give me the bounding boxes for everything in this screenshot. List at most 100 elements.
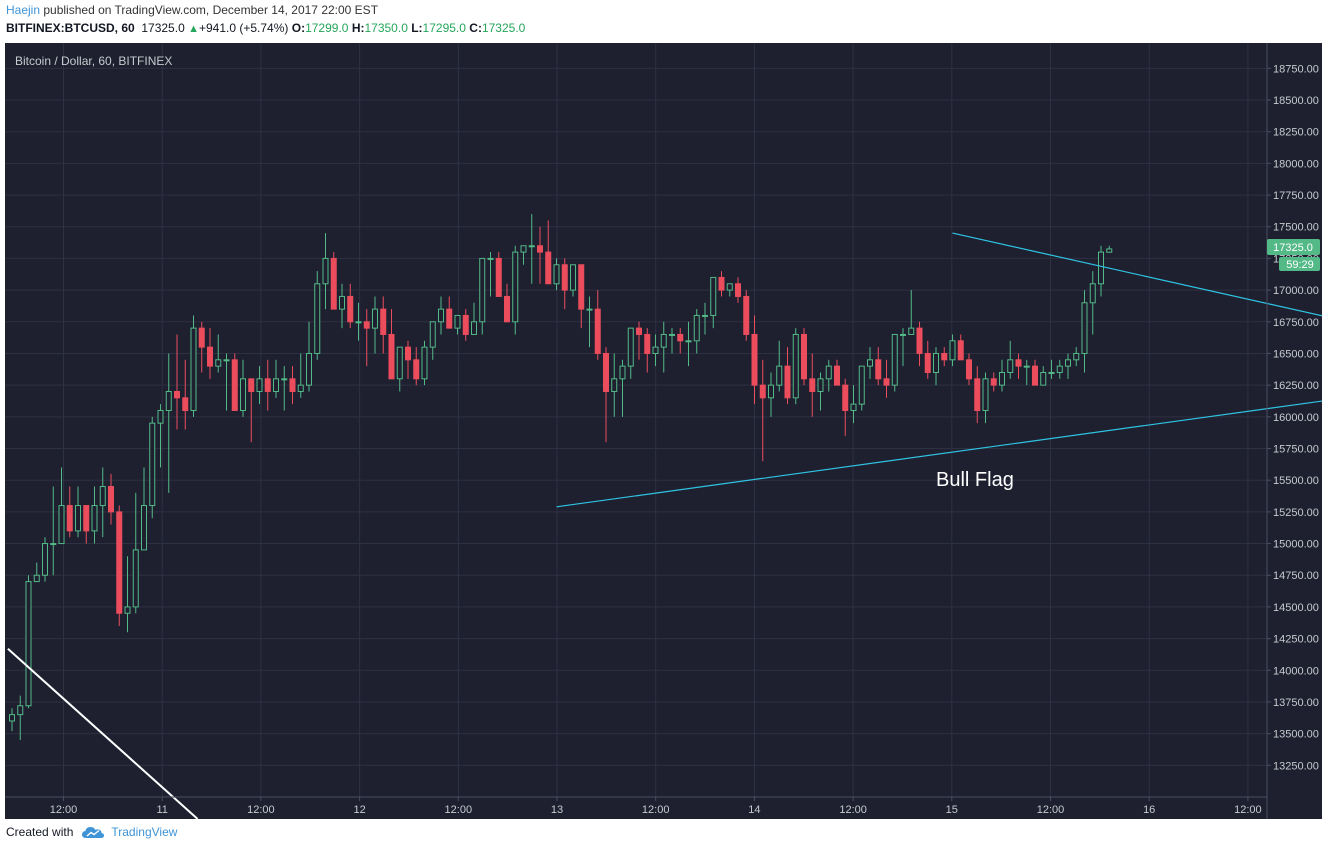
candle bbox=[231, 353, 238, 411]
candle-body bbox=[372, 308, 378, 329]
candle-body bbox=[330, 257, 337, 310]
candle bbox=[421, 340, 428, 386]
candle bbox=[891, 333, 898, 392]
price-axis[interactable]: 18750.00 18500.00 18250.00 18000.00 17750.00… bbox=[1267, 63, 1319, 772]
last-price-badge-text: 17325.0 bbox=[1273, 242, 1313, 254]
candle bbox=[743, 290, 750, 341]
candle-body bbox=[834, 365, 840, 386]
candle-body bbox=[108, 486, 114, 513]
candle bbox=[91, 486, 98, 544]
candle bbox=[702, 302, 708, 335]
last-price-badge: 17325.0 bbox=[1267, 239, 1320, 255]
candle-body bbox=[1106, 248, 1113, 253]
candle bbox=[1032, 359, 1038, 386]
candles-layer bbox=[9, 214, 1113, 740]
candle-body bbox=[924, 352, 931, 373]
candle-body bbox=[182, 397, 189, 411]
tradingview-link[interactable]: TradingView bbox=[111, 825, 178, 839]
candle-body bbox=[165, 390, 172, 411]
candle bbox=[578, 264, 585, 329]
candle bbox=[462, 309, 469, 341]
candle bbox=[1048, 359, 1055, 379]
candle bbox=[537, 226, 543, 284]
candle-body bbox=[867, 359, 873, 367]
author-link[interactable]: Haejin bbox=[6, 3, 41, 17]
y-tick-label: 14000.00 bbox=[1273, 665, 1319, 677]
symbol-label[interactable]: BITFINEX:BTCUSD, 60 bbox=[6, 21, 135, 35]
candle bbox=[124, 556, 131, 633]
last-price: 17325.0 bbox=[141, 21, 185, 35]
candle-body bbox=[735, 283, 741, 297]
candle-body bbox=[190, 327, 197, 411]
candle-body bbox=[355, 321, 362, 324]
candle bbox=[273, 359, 279, 398]
candle-body bbox=[198, 327, 205, 348]
close-value: 17325.0 bbox=[481, 21, 526, 35]
y-tick-label: 14750.00 bbox=[1273, 570, 1319, 582]
candle-body bbox=[231, 359, 238, 411]
candle bbox=[99, 467, 106, 538]
candle bbox=[322, 233, 329, 310]
candle bbox=[207, 328, 213, 379]
x-tick-label: 12:00 bbox=[1037, 804, 1065, 816]
candle-body bbox=[25, 581, 32, 707]
chart-title: Bitcoin / Dollar, 60, BITFINEX bbox=[15, 54, 172, 68]
candle bbox=[1106, 245, 1113, 253]
candle-body bbox=[710, 276, 717, 316]
candle bbox=[941, 347, 948, 367]
candle bbox=[883, 359, 890, 398]
candle-body bbox=[545, 251, 552, 285]
candle bbox=[1065, 353, 1071, 379]
candle bbox=[1081, 290, 1088, 373]
candle bbox=[792, 328, 799, 405]
y-tick-label: 17000.00 bbox=[1273, 285, 1319, 297]
candle bbox=[240, 359, 246, 417]
candle-body bbox=[91, 505, 98, 532]
candle-body bbox=[537, 245, 543, 253]
trendline-prior-down[interactable] bbox=[7, 647, 199, 820]
quote-line: BITFINEX:BTCUSD, 60 17325.0 ▲+941.0 (+5.… bbox=[6, 21, 525, 35]
candle-body bbox=[702, 314, 708, 317]
candle-body bbox=[207, 346, 213, 367]
candle-body bbox=[306, 352, 312, 386]
x-tick-label: 14 bbox=[748, 804, 760, 816]
candle-body bbox=[751, 333, 758, 386]
candle bbox=[141, 467, 147, 551]
candle-body bbox=[438, 308, 444, 323]
chart-container[interactable]: 18750.00 18500.00 18250.00 18000.00 17750.00… bbox=[5, 43, 1327, 820]
candle-body bbox=[454, 314, 461, 329]
candle bbox=[933, 347, 939, 386]
y-tick-label: 14250.00 bbox=[1273, 634, 1319, 646]
candle bbox=[66, 486, 73, 538]
candle bbox=[603, 347, 609, 443]
candle-body bbox=[743, 295, 750, 335]
chart-background bbox=[5, 43, 1322, 819]
y-tick-label: 18500.00 bbox=[1273, 95, 1319, 107]
candle bbox=[776, 340, 783, 392]
timer-badge-text: 59:29 bbox=[1286, 259, 1314, 271]
candle-body bbox=[817, 378, 824, 392]
candle-body bbox=[982, 378, 989, 411]
candle bbox=[17, 695, 24, 740]
candle bbox=[652, 334, 659, 367]
candle bbox=[990, 372, 997, 392]
candle bbox=[75, 486, 81, 538]
candle-body bbox=[1056, 365, 1063, 373]
candle-body bbox=[900, 333, 906, 336]
low-label: L: bbox=[411, 21, 423, 35]
candle bbox=[784, 347, 791, 405]
candle-body bbox=[883, 378, 890, 386]
trendline-flag-upper[interactable] bbox=[952, 232, 1327, 383]
candle-body bbox=[215, 359, 222, 367]
trendline-flag-lower[interactable] bbox=[556, 360, 1327, 508]
candle-body bbox=[157, 409, 164, 424]
candle bbox=[264, 359, 271, 411]
candle-body bbox=[396, 346, 403, 380]
y-tick-label: 13500.00 bbox=[1273, 729, 1319, 741]
tradingview-cloud-icon[interactable] bbox=[81, 825, 105, 839]
price-chart[interactable]: 18750.00 18500.00 18250.00 18000.00 17750.00… bbox=[5, 43, 1327, 820]
y-tick-label: 15250.00 bbox=[1273, 507, 1319, 519]
time-axis[interactable]: 12:00 11 12:00 12 12:00 13 12:00 14 12:00 15 12:00… bbox=[50, 797, 1262, 816]
candle-body bbox=[1073, 352, 1080, 361]
candle bbox=[413, 347, 420, 386]
